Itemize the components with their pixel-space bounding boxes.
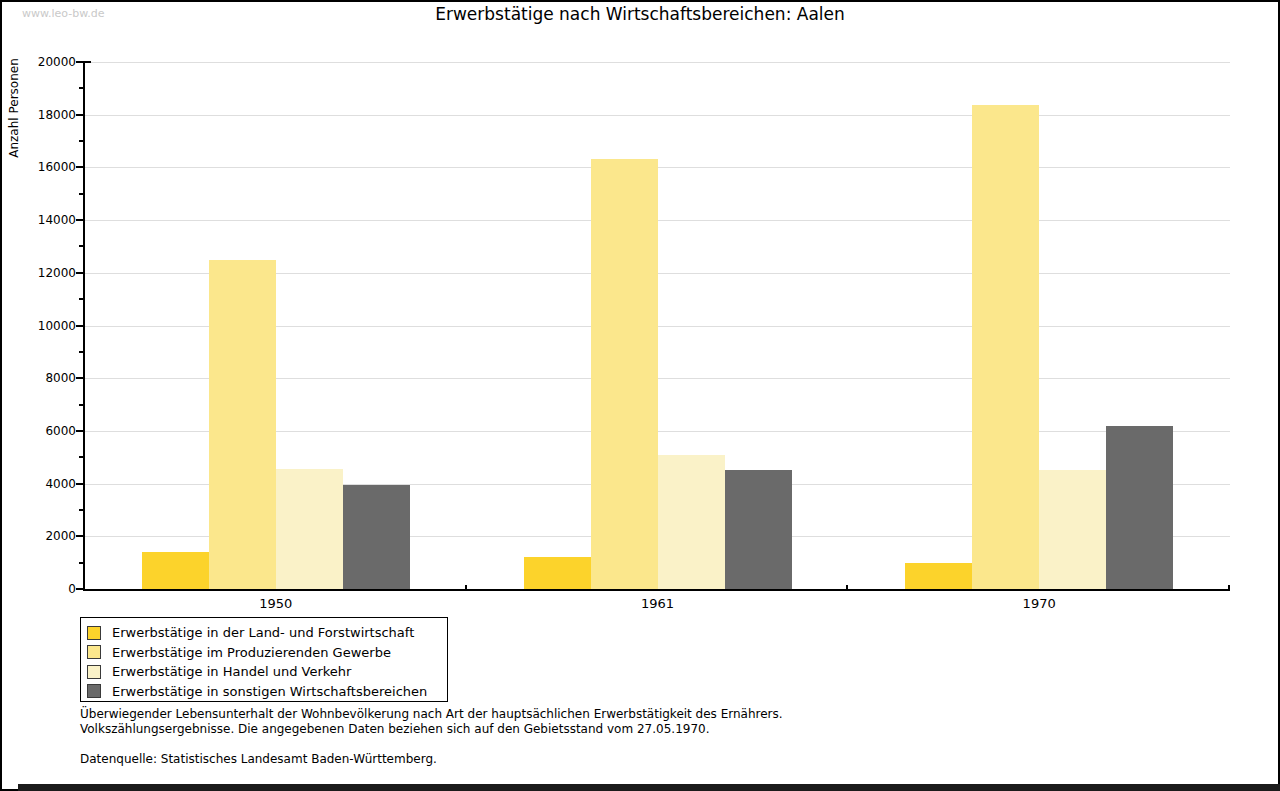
y-tick-label-6000: 6000 [20,424,76,438]
y-tick-label-14000: 14000 [20,213,76,227]
bar-1970-series-4 [1106,426,1173,589]
legend-label: Erwerbstätige in sonstigen Wirtschaftsbe… [112,684,427,699]
y-tick-8000 [76,377,83,379]
y-tick-2000 [76,535,83,537]
legend-item-2: Erwerbstätige im Produzierenden Gewerbe [87,643,447,663]
y-tick-10000 [76,325,83,327]
bar-1950-series-2 [209,260,276,589]
bar-1961-series-2 [591,159,658,589]
y-tick-label-16000: 16000 [20,160,76,174]
plot-area: 0 2000 4000 6000 8000 10000 12000 14000 16000 180… [0,0,1280,620]
y-tick-6000 [76,430,83,432]
bar-1970-series-3 [1039,470,1106,589]
legend-label: Erwerbstätige in der Land- und Forstwirt… [112,625,414,640]
footnote-line-1: Überwiegender Lebensunterhalt der Wohnbe… [80,707,783,722]
y-tick-18000 [76,114,83,116]
bar-1961-series-1 [524,557,591,589]
y-tick-label-4000: 4000 [20,477,76,491]
legend-items: Erwerbstätige in der Land- und Forstwirt… [87,623,447,701]
x-tick-label-1961: 1961 [467,596,849,611]
footnote: Überwiegender Lebensunterhalt der Wohnbe… [80,707,783,736]
legend-item-3: Erwerbstätige in Handel und Verkehr [87,662,447,682]
legend-label: Erwerbstätige in Handel und Verkehr [112,664,351,679]
legend-swatch-icon [87,626,101,640]
x-axis-line [83,589,1230,591]
y-tick-4000 [76,483,83,485]
bar-1961-series-3 [658,455,725,589]
y-tick-label-10000: 10000 [20,319,76,333]
footnote-line-2: Volkszählungsergebnisse. Die angegebenen… [80,722,783,737]
y-tick-label-2000: 2000 [20,529,76,543]
bar-1950-series-4 [343,485,410,589]
bar-1961-series-4 [725,470,792,589]
legend-item-1: Erwerbstätige in der Land- und Forstwirt… [87,623,447,643]
legend-swatch-icon [87,665,101,679]
gridline-16000 [85,167,1230,168]
y-axis-line [83,62,85,591]
legend-item-4: Erwerbstätige in sonstigen Wirtschaftsbe… [87,682,447,702]
legend-swatch-icon [87,684,101,698]
y-tick-12000 [76,272,83,274]
y-tick-label-12000: 12000 [20,266,76,280]
legend-label: Erwerbstätige im Produzierenden Gewerbe [112,645,391,660]
y-tick-16000 [76,166,83,168]
data-source: Datenquelle: Statistisches Landesamt Bad… [80,752,437,766]
legend: Erwerbstätige in der Land- und Forstwirt… [80,617,448,702]
y-tick-label-8000: 8000 [20,371,76,385]
y-tick-0 [76,588,83,590]
gridline-20000 [85,62,1230,63]
y-tick-14000 [76,219,83,221]
legend-swatch-icon [87,645,101,659]
bar-1970-series-1 [905,563,972,589]
gridline-18000 [85,115,1230,116]
x-tick-label-1950: 1950 [85,596,467,611]
y-tick-label-18000: 18000 [20,108,76,122]
bar-1970-series-2 [972,105,1039,589]
gridline-14000 [85,220,1230,221]
bar-1950-series-1 [142,552,209,589]
frame-shadow [18,784,1280,791]
bar-1950-series-3 [276,469,343,589]
y-tick-20000 [76,61,83,63]
y-tick-label-20000: 20000 [20,55,76,69]
y-tick-label-0: 0 [20,582,76,596]
x-tick-label-1970: 1970 [848,596,1230,611]
